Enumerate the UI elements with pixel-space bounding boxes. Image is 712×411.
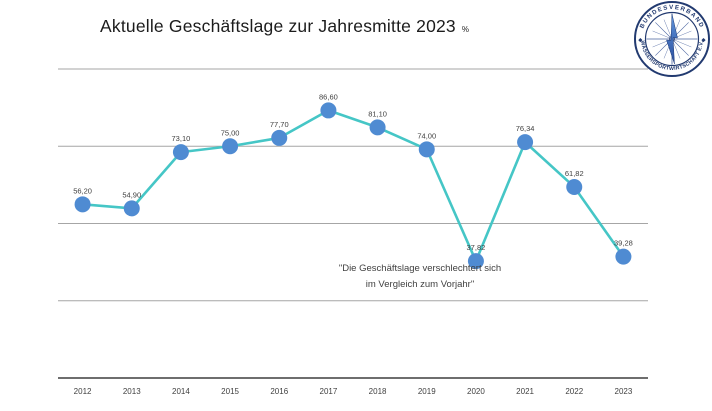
data-point-label: 86,60 (319, 92, 338, 101)
chart-annotation-line1: "Die Geschäftslage verschlechtert sich (338, 263, 502, 274)
x-axis-tick-label: 2023 (615, 387, 633, 396)
data-point-label: 61,82 (565, 169, 584, 178)
data-point-label: 81,10 (368, 109, 387, 118)
data-point-label: 39,28 (614, 239, 633, 248)
x-axis-tick-label: 2013 (123, 387, 141, 396)
x-axis-tick-label: 2019 (418, 387, 436, 396)
x-axis-tick-label: 2015 (221, 387, 239, 396)
x-axis-tick-label: 2022 (565, 387, 583, 396)
data-point-label: 77,70 (270, 120, 289, 129)
x-axis-tick-label: 2012 (74, 387, 92, 396)
data-point (566, 178, 583, 195)
x-axis-tick-label: 2016 (270, 387, 288, 396)
logo-separator-left: ◆ (638, 38, 643, 44)
x-axis-tick-label: 2021 (516, 387, 534, 396)
chart-annotation: "Die Geschäftslage verschlechtert sich i… (320, 261, 520, 292)
chart-title: Aktuelle Geschäftslage zur Jahresmitte 2… (100, 16, 469, 37)
chart-annotation-line2: im Vergleich zum Vorjahr" (365, 278, 475, 290)
data-point-label: 73,10 (172, 134, 191, 143)
data-point (222, 138, 239, 155)
chart-title-unit: % (461, 25, 469, 34)
data-point (172, 144, 189, 161)
x-axis-tick-label: 2018 (369, 387, 387, 396)
logo-separator-right: ◆ (701, 38, 706, 44)
data-point (320, 102, 337, 119)
data-point (517, 134, 534, 151)
series-line (82, 109, 625, 263)
data-point (467, 253, 484, 270)
data-point (74, 196, 91, 213)
data-point (123, 200, 140, 217)
compass-needle-icon (666, 13, 678, 65)
data-point (369, 119, 386, 136)
data-point (615, 248, 632, 265)
data-point (418, 141, 435, 158)
data-point-label: 76,34 (516, 124, 535, 133)
data-point-label: 74,00 (417, 131, 436, 140)
data-point-label: 56,20 (73, 186, 92, 195)
chart-title-text: Aktuelle Geschäftslage zur Jahresmitte 2… (100, 16, 456, 36)
data-point-label: 75,00 (221, 128, 240, 137)
x-axis-tick-label: 2014 (172, 387, 190, 396)
data-point (271, 129, 288, 146)
x-axis-tick-label: 2017 (320, 387, 338, 396)
x-axis-tick-label: 2020 (467, 387, 485, 396)
bundesverband-wassersportwirtschaft-logo: BUNDESVERBAND WASSERSPORTWIRTSCHAFT E.V.… (634, 1, 710, 77)
data-point-label: 37,82 (467, 243, 486, 252)
data-point-label: 54,90 (122, 190, 141, 199)
